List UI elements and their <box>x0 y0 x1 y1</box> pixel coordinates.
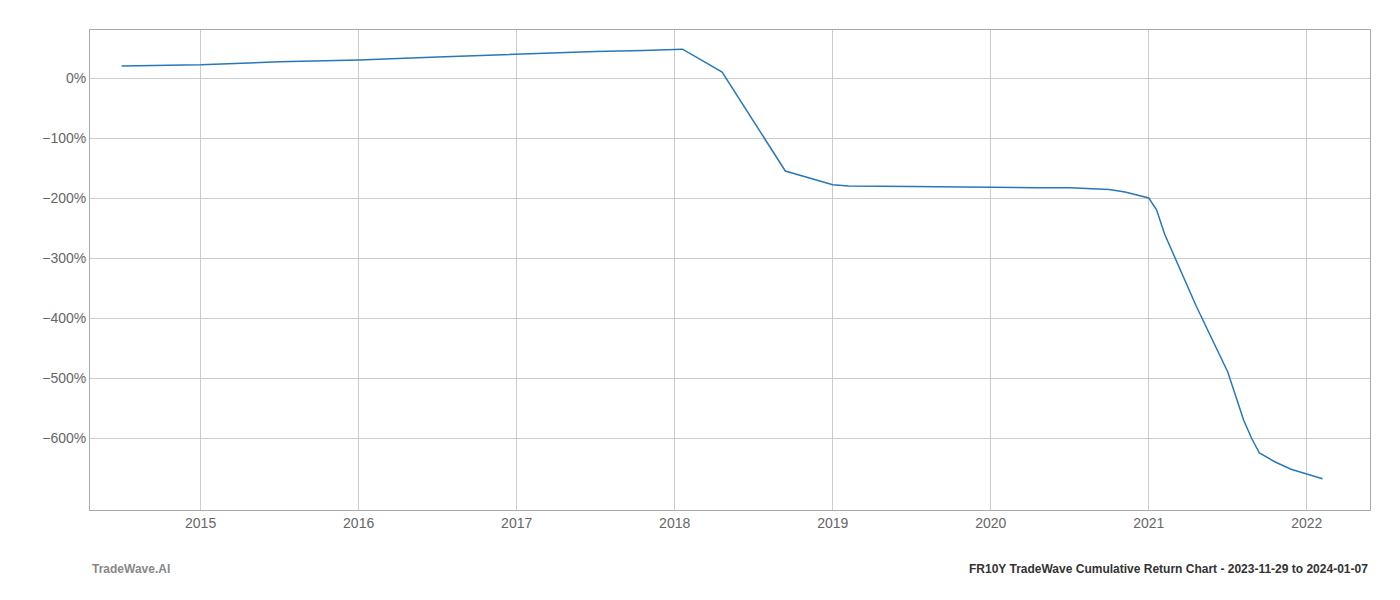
svg-text:−600%: −600% <box>42 430 86 446</box>
svg-text:−200%: −200% <box>42 190 86 206</box>
svg-text:2022: 2022 <box>1291 515 1322 531</box>
svg-text:2018: 2018 <box>659 515 690 531</box>
svg-text:2017: 2017 <box>501 515 532 531</box>
svg-text:−400%: −400% <box>42 310 86 326</box>
svg-text:FR10Y TradeWave Cumulative Ret: FR10Y TradeWave Cumulative Return Chart … <box>969 562 1368 576</box>
svg-text:2019: 2019 <box>817 515 848 531</box>
svg-text:2015: 2015 <box>185 515 216 531</box>
svg-text:2020: 2020 <box>975 515 1006 531</box>
svg-text:TradeWave.AI: TradeWave.AI <box>92 562 170 576</box>
svg-text:2016: 2016 <box>343 515 374 531</box>
svg-text:0%: 0% <box>66 70 86 86</box>
svg-text:−100%: −100% <box>42 130 86 146</box>
svg-text:−300%: −300% <box>42 250 86 266</box>
svg-text:−500%: −500% <box>42 370 86 386</box>
svg-text:2021: 2021 <box>1133 515 1164 531</box>
